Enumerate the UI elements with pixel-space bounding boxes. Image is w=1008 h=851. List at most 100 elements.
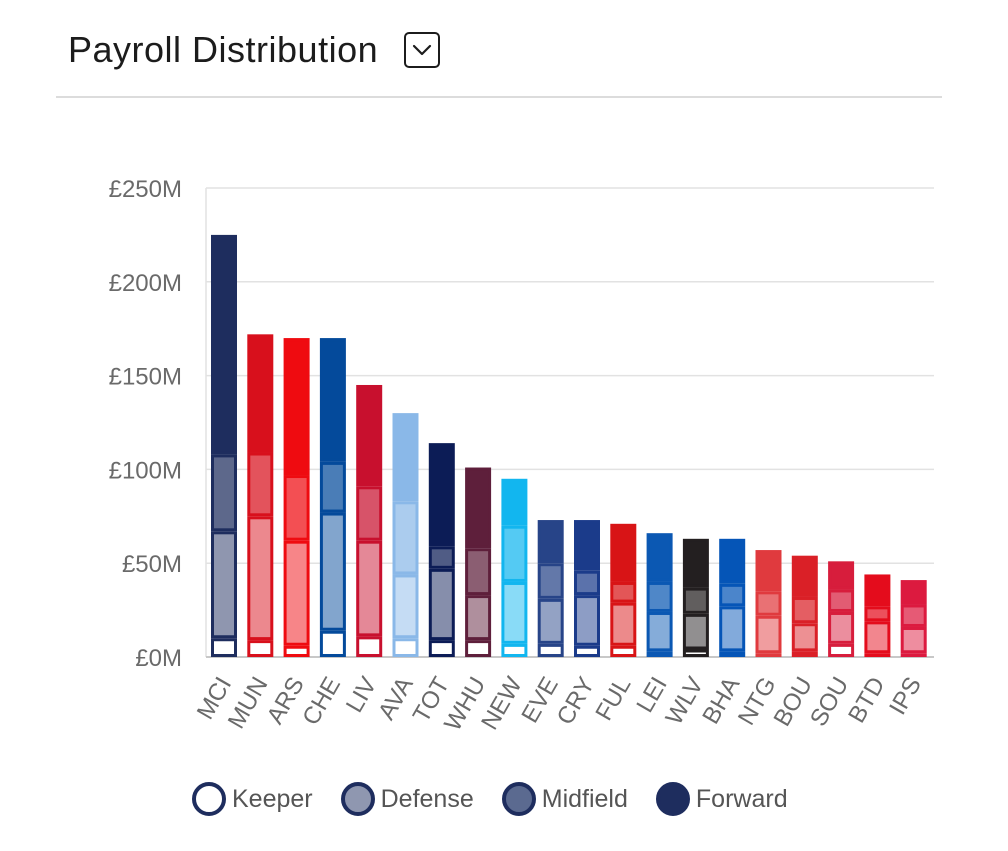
bar-segment-midfield xyxy=(501,525,528,582)
bar-segment-defense xyxy=(900,626,927,654)
bar-segment-midfield xyxy=(610,581,637,603)
bar-segment-midfield xyxy=(537,563,564,599)
bar-segment-defense xyxy=(610,602,637,646)
bar-segment-midfield xyxy=(864,606,891,622)
x-tick-label: IPS xyxy=(884,673,927,720)
bar-segment-forward xyxy=(211,234,237,455)
bar-segment-defense xyxy=(392,574,419,639)
bar-segment-midfield xyxy=(211,454,237,532)
chevron-down-icon xyxy=(413,44,432,56)
bar-segment-forward xyxy=(900,580,927,605)
bar-segment-keeper xyxy=(356,636,383,658)
bar-segment-forward xyxy=(247,334,274,453)
bar-segment-keeper xyxy=(428,640,455,658)
bar-segment-forward xyxy=(501,478,528,526)
bar-segment-forward xyxy=(319,338,346,462)
legend-label-forward: Forward xyxy=(695,784,788,813)
bar-segment-midfield xyxy=(791,596,818,624)
bar-segment-midfield xyxy=(428,546,455,569)
legend-item-keeper[interactable]: Keeper xyxy=(192,782,313,816)
legend-item-defense[interactable]: Defense xyxy=(340,782,474,816)
bar-segment-keeper xyxy=(537,643,564,657)
bar-segment-keeper xyxy=(791,651,818,658)
bar-segment-keeper xyxy=(211,638,237,657)
x-tick-label: MUN xyxy=(223,673,274,734)
bar-segment-forward xyxy=(428,443,455,547)
bar-segment-midfield xyxy=(283,475,310,541)
bar-segment-defense xyxy=(864,621,891,654)
bar-segment-defense xyxy=(719,606,746,652)
bar-segment-defense xyxy=(319,512,346,631)
chart-legend: Keeper Defense Midfield Forward xyxy=(192,782,816,816)
bar-segment-midfield xyxy=(682,587,709,614)
bar-segment-defense xyxy=(247,516,274,641)
bar-segment-defense xyxy=(791,623,818,652)
bar-segment-keeper xyxy=(864,653,891,657)
legend-item-forward[interactable]: Forward xyxy=(655,782,788,816)
y-tick-label: £0M xyxy=(135,645,182,672)
bar-segment-defense xyxy=(755,615,782,654)
bar-segment-forward xyxy=(864,574,891,607)
header: Payroll Distribution xyxy=(68,22,441,78)
bar-segment-keeper xyxy=(682,649,709,657)
bar-segment-defense xyxy=(828,611,855,644)
bar-segment-keeper xyxy=(574,645,600,658)
bar-segment-keeper xyxy=(828,643,855,657)
x-tick-label: WLV xyxy=(661,673,709,730)
legend-label-defense: Defense xyxy=(380,784,474,813)
legend-item-midfield[interactable]: Midfield xyxy=(501,782,628,816)
bar-segment-midfield xyxy=(319,461,346,513)
bar-segment-midfield xyxy=(828,589,855,612)
x-tick-label: NEW xyxy=(476,672,528,734)
legend-swatch-keeper xyxy=(192,782,226,816)
bar-segment-forward xyxy=(465,467,492,549)
bar-segment-defense xyxy=(574,595,600,646)
bar-segment-forward xyxy=(574,520,600,571)
bar-segment-keeper xyxy=(719,651,746,658)
x-tick-label: SOU xyxy=(805,673,854,732)
bar-segment-keeper xyxy=(610,645,637,658)
bar-segment-forward xyxy=(610,523,637,582)
x-tick-label: CRY xyxy=(552,673,601,730)
bar-segment-midfield xyxy=(646,581,673,612)
bar-segment-keeper xyxy=(247,640,274,658)
bar-segment-forward xyxy=(537,520,564,564)
y-tick-label: £200M xyxy=(109,270,182,297)
bar-segment-forward xyxy=(356,384,383,487)
bar-segment-midfield xyxy=(465,548,492,596)
bar-segment-keeper xyxy=(900,653,927,657)
page-title: Payroll Distribution xyxy=(68,29,379,70)
bar-segment-midfield xyxy=(356,486,383,541)
bar-segment-forward xyxy=(392,413,419,502)
legend-label-midfield: Midfield xyxy=(541,784,628,813)
bar-segment-midfield xyxy=(574,570,600,596)
bar-segment-defense xyxy=(211,531,237,639)
bar-segment-midfield xyxy=(900,604,927,627)
bar-segment-keeper xyxy=(755,653,782,657)
bar-segment-forward xyxy=(283,338,310,476)
bar-segment-forward xyxy=(719,538,746,584)
bar-segment-forward xyxy=(828,561,855,590)
header-divider xyxy=(56,96,942,98)
bar-segment-midfield xyxy=(719,583,746,607)
bar-segment-defense xyxy=(682,613,709,650)
bar-segment-midfield xyxy=(755,591,782,616)
bar-segment-defense xyxy=(501,581,528,644)
bar-segment-keeper xyxy=(392,638,419,657)
bar-segment-forward xyxy=(791,555,818,597)
bar-segment-keeper xyxy=(319,630,346,658)
bar-segment-defense xyxy=(428,568,455,641)
bar-segment-keeper xyxy=(501,643,528,657)
bar-segment-keeper xyxy=(646,651,673,658)
legend-swatch-defense xyxy=(340,782,375,816)
y-tick-label: £250M xyxy=(109,176,182,203)
payroll-bar-chart: £0M£50M£100M£150M£200M£250MMCIMUNARSCHEL… xyxy=(109,176,934,736)
bar-segment-defense xyxy=(537,598,564,644)
bar-segment-keeper xyxy=(465,640,492,658)
x-tick-label: FUL xyxy=(590,673,636,726)
bar-segment-forward xyxy=(646,533,673,582)
bar-segment-midfield xyxy=(392,501,419,575)
chart-dropdown-button[interactable] xyxy=(404,32,441,68)
bar-segment-keeper xyxy=(283,645,310,658)
y-tick-label: £150M xyxy=(109,364,182,391)
